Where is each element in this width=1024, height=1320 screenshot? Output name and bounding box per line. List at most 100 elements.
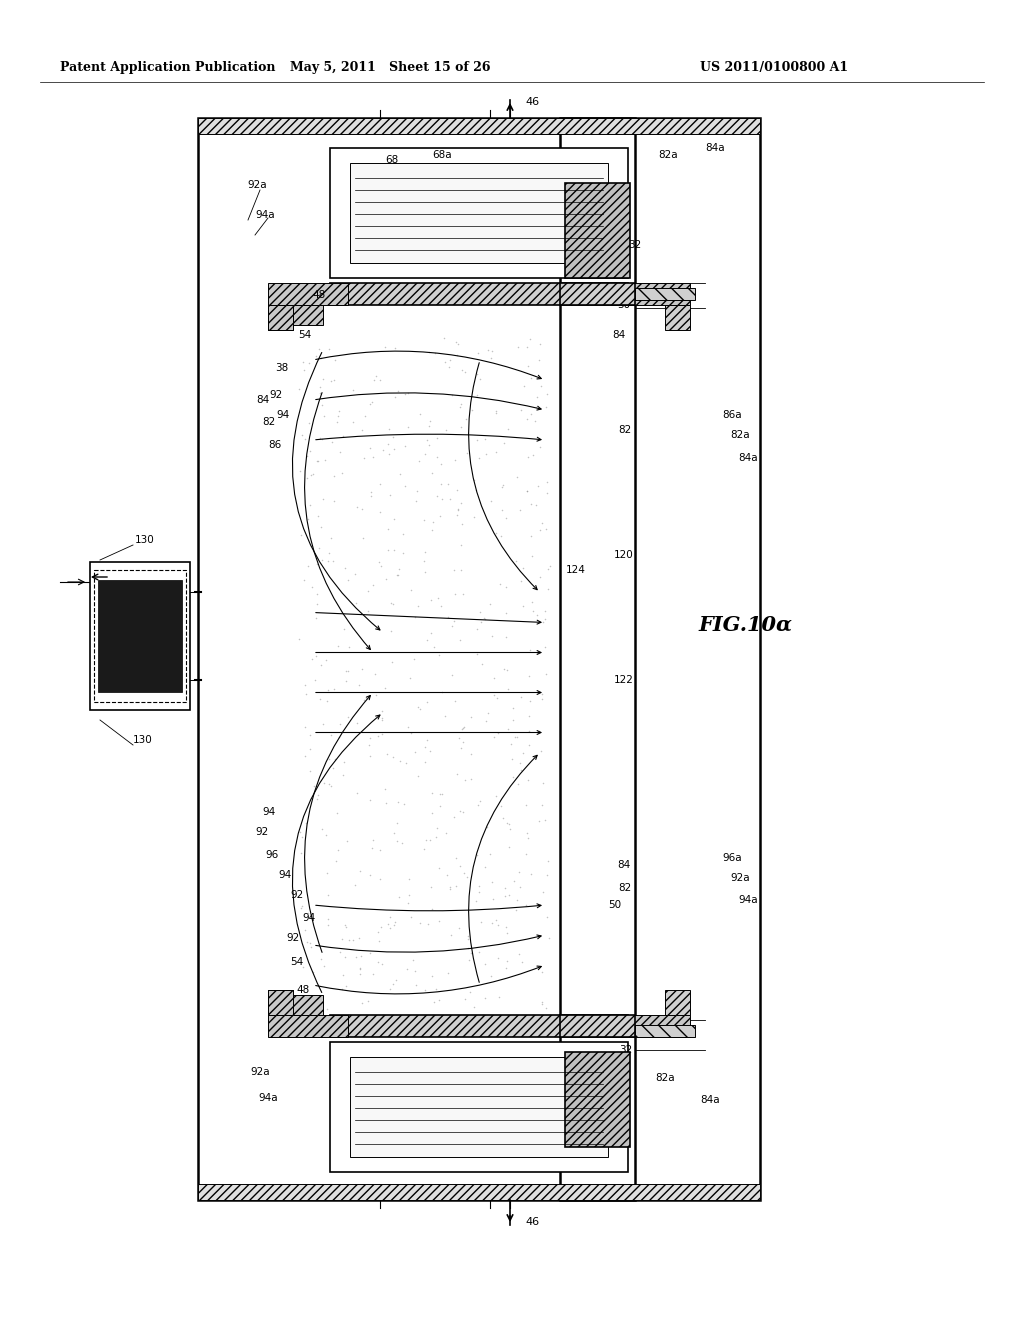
Point: [309, 784, 326, 805]
Point: [433, 681, 450, 702]
Bar: [330, 282, 628, 305]
Point: [495, 808, 511, 829]
FancyArrowPatch shape: [315, 651, 541, 655]
Point: [540, 558, 556, 579]
Point: [499, 923, 515, 944]
Text: 120: 120: [614, 550, 634, 560]
Point: [354, 993, 371, 1014]
Point: [329, 412, 345, 433]
Point: [382, 593, 398, 614]
Point: [417, 561, 433, 582]
Text: 94a: 94a: [258, 1093, 278, 1104]
Point: [460, 925, 476, 946]
Point: [420, 913, 436, 935]
Point: [466, 997, 482, 1018]
Point: [500, 418, 516, 440]
Point: [495, 474, 511, 495]
Point: [339, 830, 355, 851]
Point: [458, 409, 474, 430]
Point: [498, 577, 514, 598]
Point: [411, 595, 427, 616]
Point: [476, 428, 493, 449]
Text: 68a: 68a: [432, 150, 452, 160]
Point: [475, 607, 492, 628]
Point: [487, 785, 504, 807]
Bar: [330, 148, 628, 279]
Point: [429, 486, 445, 507]
Point: [402, 723, 419, 744]
Point: [318, 690, 335, 711]
Point: [301, 725, 317, 746]
Text: 48: 48: [296, 985, 309, 995]
Point: [323, 775, 339, 796]
Point: [408, 490, 424, 511]
Text: 54: 54: [298, 330, 311, 341]
Point: [336, 618, 352, 639]
Point: [469, 429, 485, 450]
Point: [364, 392, 380, 413]
Point: [309, 583, 326, 605]
Point: [318, 825, 335, 846]
Bar: [198, 117, 760, 135]
Point: [498, 627, 514, 648]
Point: [362, 437, 379, 458]
Point: [417, 737, 433, 758]
Point: [441, 876, 458, 898]
Point: [515, 595, 531, 616]
Point: [335, 965, 351, 986]
Point: [452, 396, 468, 417]
Point: [513, 399, 529, 420]
Point: [455, 801, 471, 822]
Point: [471, 882, 487, 903]
Point: [425, 991, 441, 1012]
Point: [397, 477, 414, 498]
FancyArrowPatch shape: [304, 696, 371, 953]
Point: [306, 669, 323, 690]
Point: [434, 488, 451, 510]
Point: [302, 441, 318, 462]
Point: [326, 758, 342, 779]
FancyArrowPatch shape: [315, 690, 541, 694]
Point: [298, 684, 314, 705]
Point: [463, 768, 479, 789]
Point: [361, 865, 378, 886]
Point: [457, 362, 473, 383]
Point: [373, 556, 389, 577]
Point: [476, 609, 493, 630]
Point: [462, 982, 478, 1003]
Bar: [610, 282, 690, 305]
Point: [457, 989, 473, 1010]
Point: [304, 576, 321, 597]
Point: [314, 818, 331, 840]
Point: [313, 948, 330, 969]
Point: [488, 441, 505, 462]
Point: [498, 507, 514, 528]
Bar: [90, 562, 190, 710]
Point: [311, 383, 328, 404]
Point: [520, 446, 537, 467]
Point: [477, 857, 494, 878]
Point: [498, 958, 514, 979]
Point: [528, 643, 545, 664]
Point: [463, 706, 479, 727]
Point: [499, 660, 515, 681]
Point: [521, 665, 538, 686]
Point: [407, 606, 423, 627]
Point: [431, 989, 447, 1010]
Point: [301, 738, 317, 759]
Point: [447, 847, 464, 869]
Point: [330, 840, 346, 861]
Point: [449, 504, 465, 525]
Point: [496, 433, 512, 454]
Point: [361, 735, 378, 756]
Point: [397, 436, 414, 457]
Point: [325, 432, 341, 453]
Text: 84: 84: [617, 861, 630, 870]
Point: [417, 838, 433, 859]
Point: [422, 411, 438, 432]
Point: [443, 616, 460, 638]
Text: FIG.10α: FIG.10α: [698, 615, 793, 635]
Point: [507, 726, 523, 747]
Point: [368, 664, 384, 685]
Point: [522, 329, 539, 350]
